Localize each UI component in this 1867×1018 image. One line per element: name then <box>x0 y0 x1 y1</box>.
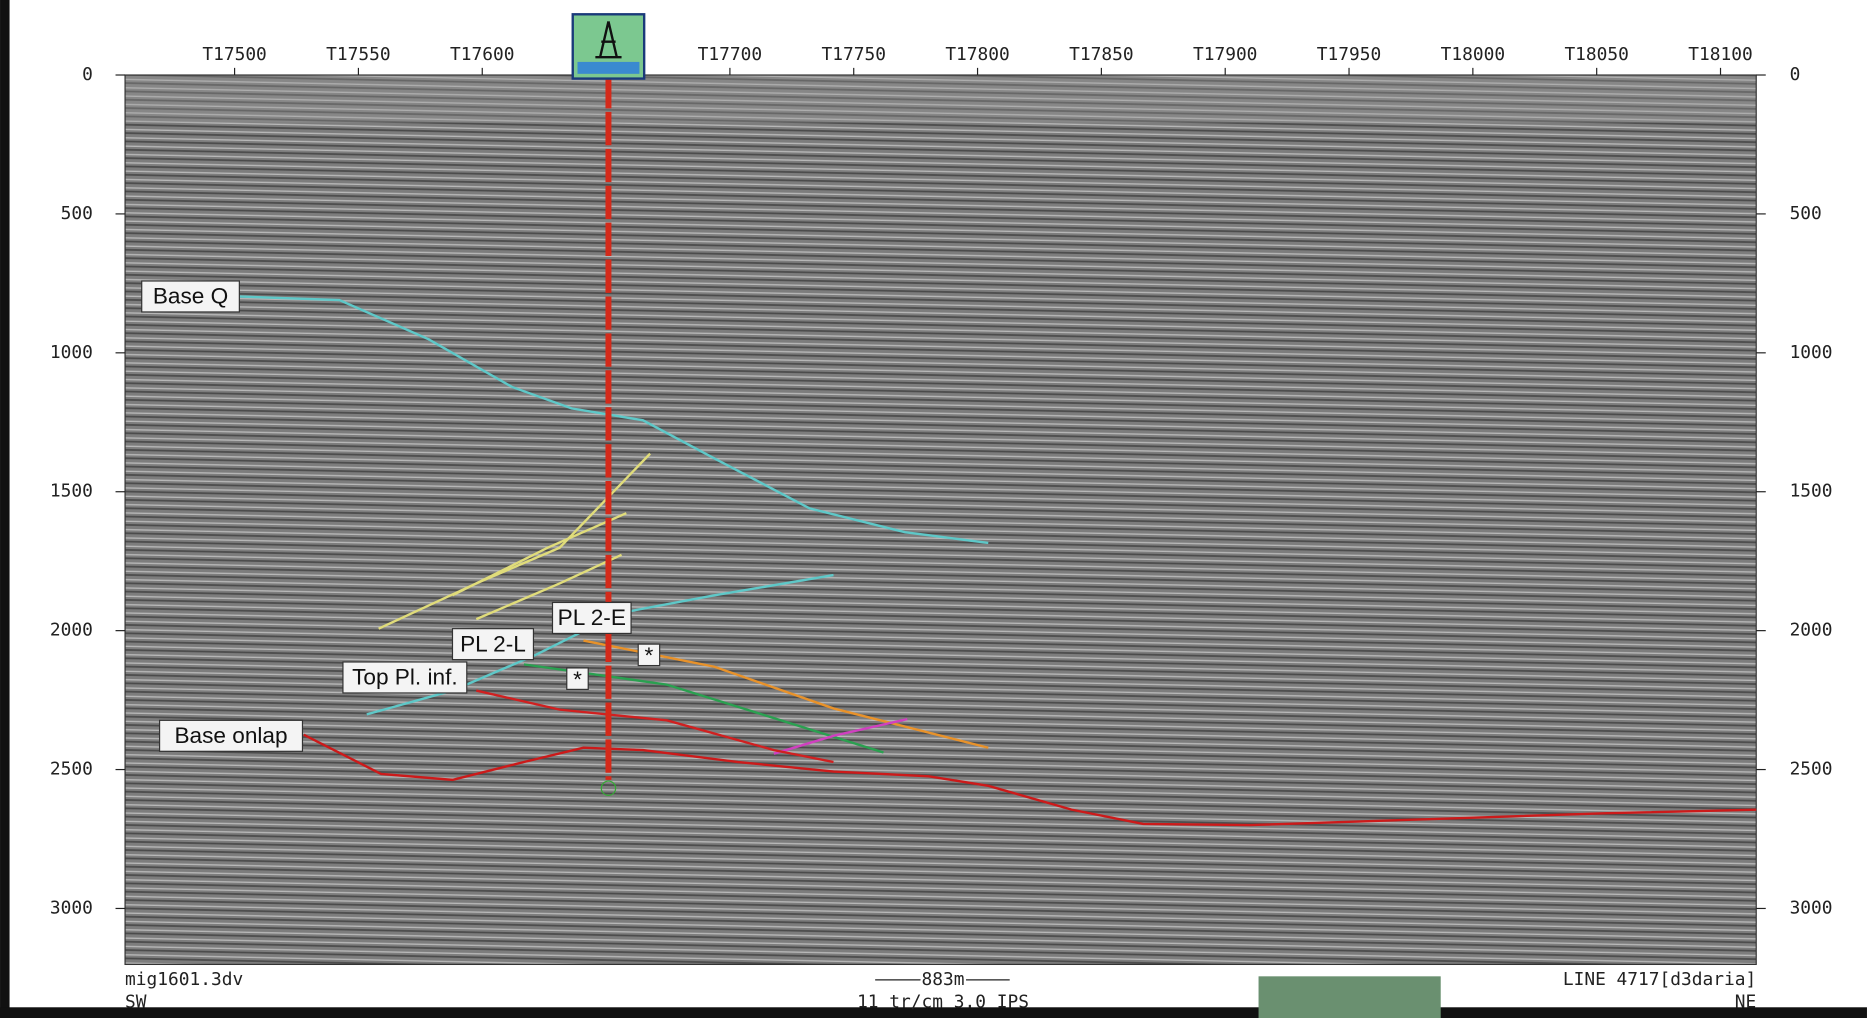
trace-label: T17950 <box>1317 44 1381 65</box>
label-box <box>342 661 468 694</box>
frame-edge <box>0 1007 1867 1018</box>
time-tick-label: 1500 <box>50 481 93 502</box>
time-tick-label: 500 <box>1790 203 1822 224</box>
horizon-label: Base onlap <box>174 723 287 748</box>
seismic-section <box>125 75 1757 965</box>
rig-icon <box>571 13 646 80</box>
horizon-line <box>475 553 623 621</box>
plot-frame <box>124 74 1757 966</box>
label-box <box>158 719 304 752</box>
label-box <box>141 280 240 313</box>
horizon-line <box>773 717 908 755</box>
label-box <box>551 601 632 635</box>
icon-rig <box>595 21 622 59</box>
horizon-line <box>476 689 834 764</box>
line-name: LINE 4717[d3daria] <box>1563 969 1756 990</box>
marker-label: * <box>573 667 582 692</box>
well-bottom <box>600 780 617 796</box>
label-box <box>566 667 589 690</box>
direction-label: SW <box>125 992 147 1013</box>
time-tick-label: 0 <box>1790 64 1801 85</box>
trace-label: T18000 <box>1441 44 1505 65</box>
horizon-label: Top Pl. inf. <box>352 665 458 690</box>
horizon-label: PL 2-L <box>460 631 526 656</box>
trace-label: T17500 <box>202 44 266 65</box>
time-tick-label: 1000 <box>1790 342 1833 363</box>
time-tick-label: 1000 <box>50 342 93 363</box>
seafloor-band <box>125 75 1757 123</box>
time-tick-label: 2500 <box>50 759 93 780</box>
horizon-line <box>451 512 627 597</box>
marker-label: * <box>645 643 654 668</box>
scale-label: 883m <box>922 969 965 990</box>
horizon-label: PL 2-E <box>558 605 626 630</box>
time-tick-label: 2000 <box>1790 620 1833 641</box>
frame-edge <box>0 0 10 1018</box>
trace-label: T18050 <box>1564 44 1628 65</box>
horizon-line <box>523 663 884 754</box>
trace-label: T17800 <box>945 44 1009 65</box>
label-box <box>451 628 535 661</box>
trace-label: T17850 <box>1069 44 1133 65</box>
trace-label: T17750 <box>821 44 885 65</box>
time-tick-label: 2500 <box>1790 759 1833 780</box>
icon-sea <box>577 61 640 74</box>
trace-label: T17900 <box>1193 44 1257 65</box>
horizon-line <box>303 733 1757 827</box>
trace-label: T17550 <box>326 44 390 65</box>
direction-label: NE <box>1735 992 1757 1013</box>
horizon-label: Base Q <box>153 284 228 309</box>
display-params: 11 tr/cm 3.0 IPS <box>857 992 1029 1013</box>
footer: mig1601.3dv SW 883m 11 tr/cm 3.0 IPS LIN… <box>125 967 1757 1018</box>
horizon-labels: Base Q PL 2-E PL 2-L Top Pl. inf. Base o… <box>141 280 661 752</box>
trace-label: T18100 <box>1688 44 1752 65</box>
horizon-line <box>378 452 651 630</box>
stamp <box>1258 976 1441 1018</box>
label-box <box>637 643 661 667</box>
time-tick-label: 2000 <box>50 620 93 641</box>
trace-label: T17700 <box>698 44 762 65</box>
time-tick-label: 3000 <box>1790 897 1833 918</box>
trace-label: T17600 <box>450 44 514 65</box>
time-tick-label: 3000 <box>50 897 93 918</box>
axes: 0 0 500 500 1000 1000 1500 1500 2000 2000 2500 2500… <box>50 44 1833 919</box>
file-name: mig1601.3dv <box>125 969 243 990</box>
time-tick-label: 1500 <box>1790 481 1833 502</box>
time-tick-label: 500 <box>61 203 93 224</box>
time-tick-label: 0 <box>82 64 93 85</box>
